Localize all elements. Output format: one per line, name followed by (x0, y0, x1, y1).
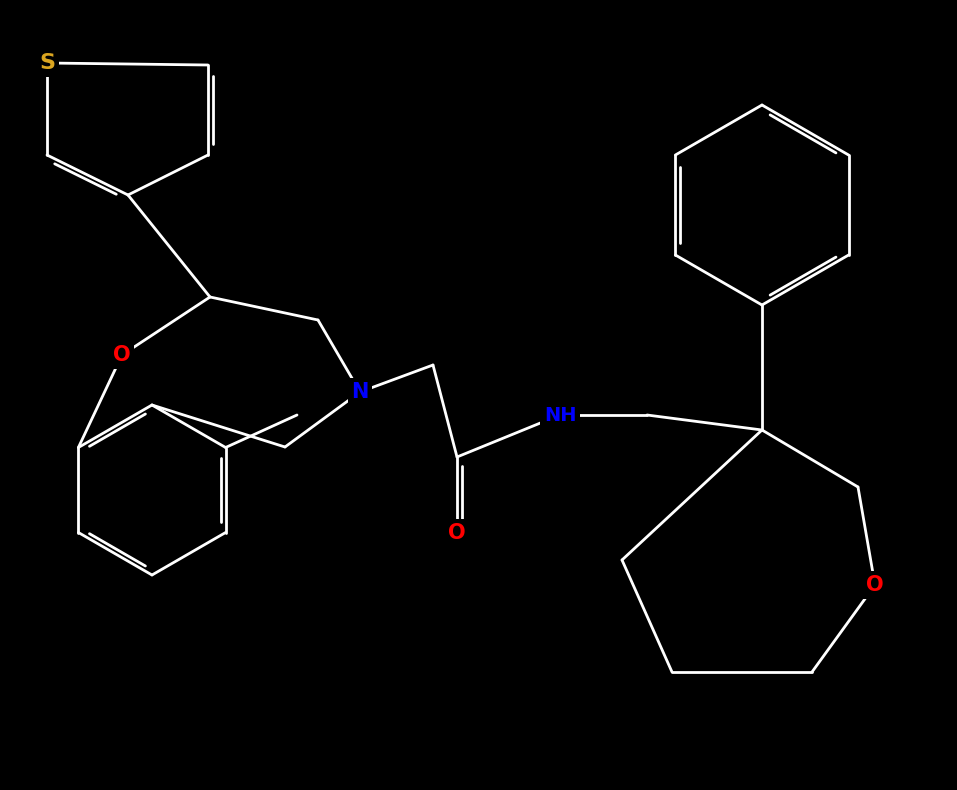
Text: O: O (866, 575, 884, 595)
Text: S: S (39, 53, 55, 73)
Text: NH: NH (544, 405, 576, 424)
Text: O: O (113, 345, 131, 365)
Text: N: N (351, 382, 368, 402)
Text: O: O (448, 523, 466, 543)
